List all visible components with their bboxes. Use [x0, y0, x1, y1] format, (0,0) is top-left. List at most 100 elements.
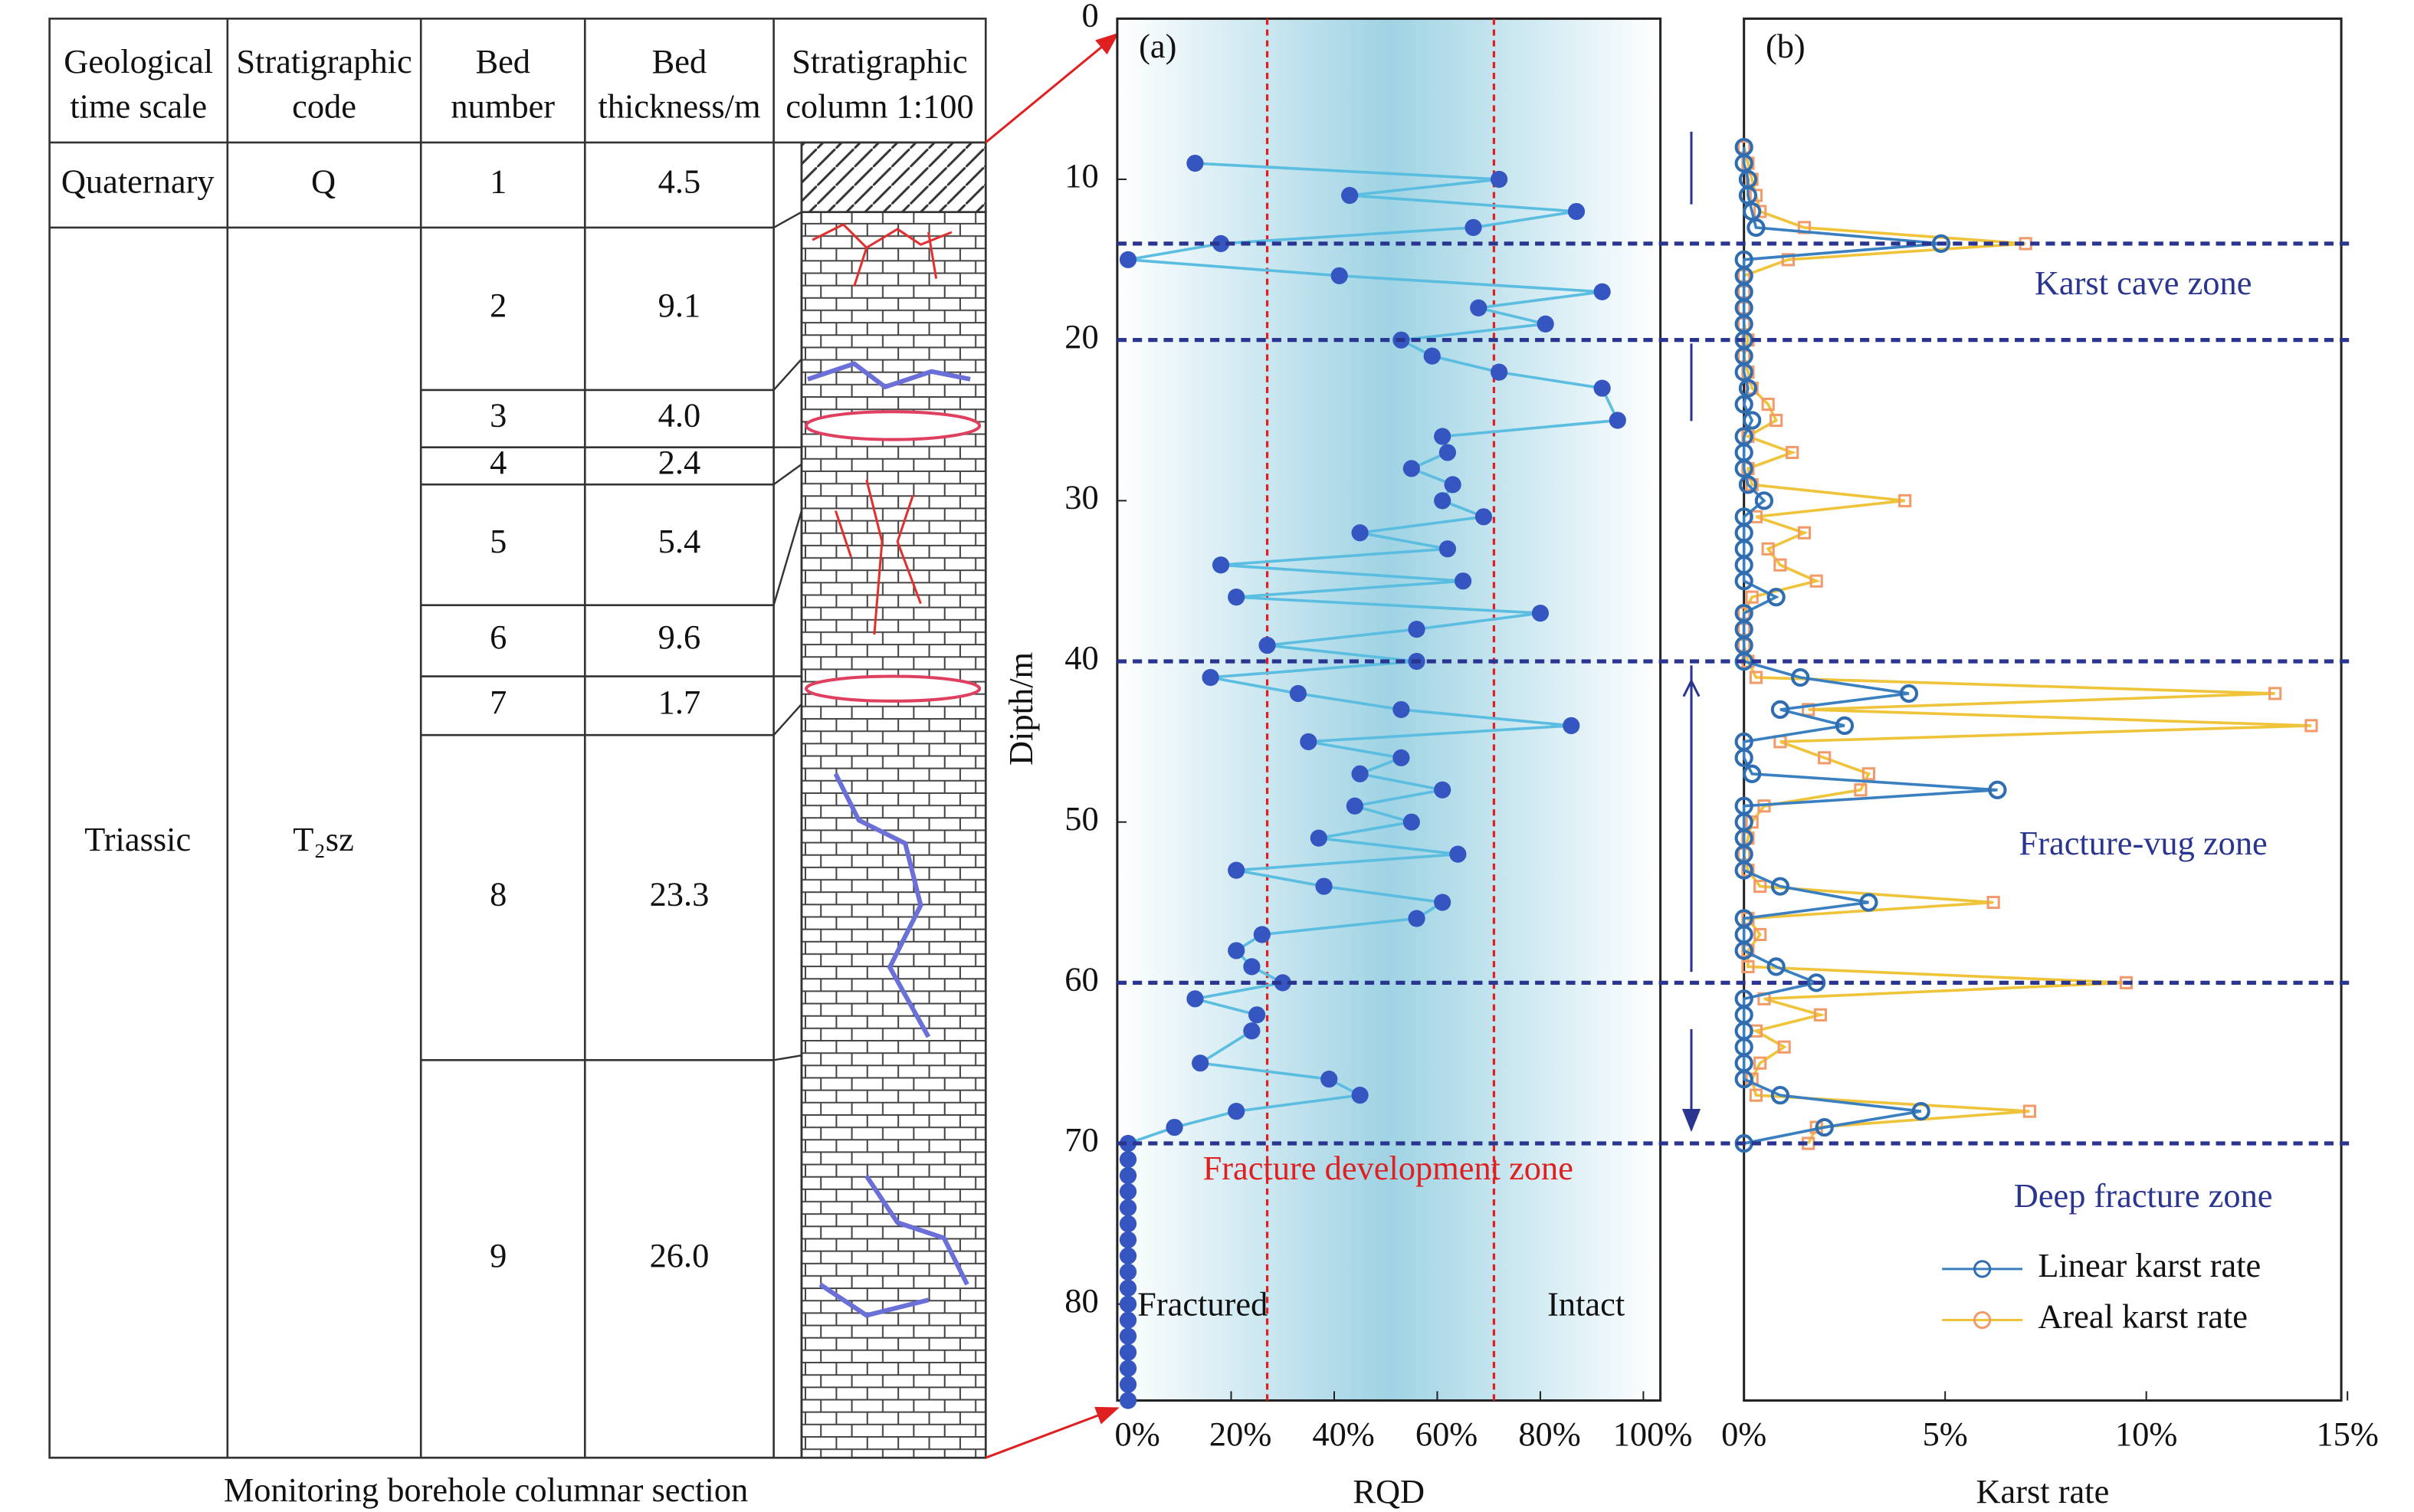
marker [1818, 751, 1832, 765]
plot-background [1117, 18, 1661, 1401]
marker [1753, 879, 1767, 894]
series-line [1742, 147, 1998, 1145]
marker [1738, 475, 1758, 494]
zone-label: Deep fracture zone [2014, 1176, 2273, 1215]
marker [1593, 283, 1611, 300]
y-tick-label: 80 [1064, 1281, 1098, 1320]
bed-number: 2 [490, 286, 507, 324]
marker [1911, 1101, 1930, 1121]
y-tick-label: 60 [1064, 960, 1098, 999]
marker [1734, 861, 1753, 880]
marker [1346, 797, 1363, 815]
header-text: time scale [70, 87, 207, 126]
marker [1438, 540, 1457, 558]
x-tick-label: 10% [2115, 1415, 2177, 1453]
marker [1474, 508, 1493, 526]
x-tick-label: 15% [2316, 1415, 2378, 1453]
marker [1749, 671, 1763, 684]
legend-marker [1973, 1260, 1992, 1278]
bed-number: 6 [490, 618, 507, 656]
marker [1119, 1311, 1137, 1329]
y-tick-label: 0 [1081, 0, 1098, 34]
marker [1119, 1166, 1137, 1185]
bed-thickness: 1.7 [658, 683, 701, 721]
marker [1434, 492, 1451, 510]
marker [1212, 556, 1230, 574]
cave-symbol [805, 674, 982, 703]
x-tick-label: 20% [1209, 1415, 1271, 1453]
fracture-symbol [834, 479, 922, 635]
marker [1491, 170, 1508, 189]
marker [1454, 572, 1472, 590]
marker [1761, 397, 1775, 412]
marker [1310, 829, 1327, 847]
marker [1531, 605, 1550, 622]
marker [1119, 1231, 1137, 1248]
header-text: column 1:100 [786, 87, 973, 126]
connector-lines [772, 211, 803, 1061]
marker [1807, 973, 1826, 992]
period-name: Quaternary [61, 162, 215, 201]
header-text: Bed [475, 42, 530, 80]
marker [1212, 235, 1230, 252]
header-text: Geological [64, 42, 213, 80]
marker [1119, 1215, 1137, 1232]
x-tick-label: 60% [1415, 1415, 1478, 1453]
connector-arrow [985, 32, 1120, 144]
columnar-table [48, 18, 987, 1459]
marker [1854, 783, 1868, 797]
fracture-symbol [807, 361, 971, 1318]
marker [1777, 1040, 1791, 1054]
marker [1258, 636, 1276, 654]
marker [1734, 395, 1753, 414]
bed-thickness: 4.0 [658, 395, 701, 434]
marker [1289, 684, 1307, 703]
marker [1119, 1247, 1137, 1264]
marker [1745, 590, 1759, 604]
legend-label: Linear karst rate [2038, 1246, 2261, 1284]
marker [1567, 202, 1586, 221]
header-text: Bed [652, 42, 707, 80]
marker [1745, 815, 1759, 829]
marker [1119, 1295, 1137, 1313]
bed-number: 4 [490, 443, 507, 481]
marker [1351, 765, 1369, 782]
marker [1434, 894, 1451, 911]
marker [1243, 1022, 1261, 1040]
marker [1770, 877, 1790, 896]
marker [1753, 205, 1767, 218]
marker [1749, 189, 1763, 202]
marker [1119, 1343, 1137, 1361]
marker [1119, 1392, 1137, 1409]
marker [1593, 379, 1611, 397]
marker [1464, 218, 1482, 237]
marker [1330, 267, 1348, 284]
marker [1434, 428, 1451, 445]
bed-number: 8 [490, 874, 507, 913]
marker [1609, 412, 1626, 429]
marker [1835, 716, 1855, 736]
marker [1770, 700, 1790, 720]
marker [1898, 494, 1912, 507]
plot-frame [1743, 17, 2343, 1402]
marker [1186, 154, 1204, 172]
marker [1119, 1359, 1137, 1377]
marker [2268, 687, 2282, 700]
connector-arrow [985, 1406, 1120, 1459]
marker [1749, 1088, 1763, 1102]
x-tick-label: 100% [1613, 1415, 1693, 1453]
marker [1119, 1279, 1137, 1297]
marker [1563, 717, 1580, 734]
marker [1770, 1086, 1790, 1105]
marker [2304, 719, 2318, 733]
marker [1228, 1102, 1245, 1120]
marker [1186, 990, 1204, 1008]
y-tick-label: 40 [1064, 638, 1098, 677]
marker [1408, 620, 1425, 638]
marker [1248, 1006, 1266, 1024]
marker [1781, 253, 1796, 267]
annotation: Intact [1547, 1285, 1625, 1323]
bed-number: 1 [490, 162, 507, 201]
bed-thickness: 26.0 [650, 1236, 710, 1274]
